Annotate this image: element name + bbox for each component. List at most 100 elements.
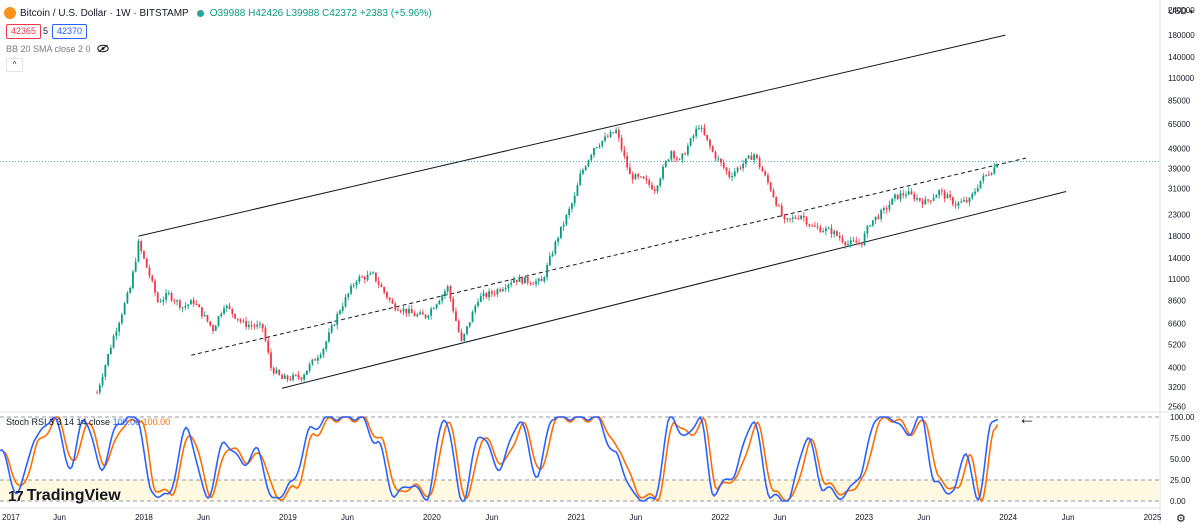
candle [300, 376, 303, 382]
candle-body [352, 285, 355, 287]
candle [212, 324, 214, 335]
candle-body [684, 153, 687, 155]
symbol-legend[interactable]: Bitcoin / U.S. Dollar · 1W · BITSTAMP O3… [4, 6, 432, 20]
candle-body [863, 233, 866, 246]
candle [363, 275, 366, 284]
candle-body [457, 320, 460, 332]
candle-body [543, 277, 546, 282]
currency-selector[interactable]: USD ▾ [1168, 6, 1193, 16]
candle [234, 313, 236, 320]
candle [468, 322, 471, 329]
candle [651, 181, 653, 191]
candle [267, 337, 270, 355]
bid-price-button[interactable]: 42365 [6, 24, 42, 39]
tradingview-logo[interactable]: 17 TradingView [8, 487, 121, 505]
eye-hidden-icon[interactable] [97, 44, 109, 55]
candle [780, 202, 783, 218]
candle-body [858, 242, 860, 244]
candle [187, 303, 190, 310]
candle-body [363, 277, 366, 280]
candle [510, 279, 513, 288]
candle [902, 189, 905, 199]
candle-body [791, 217, 794, 219]
candle [789, 218, 791, 223]
candle [104, 363, 107, 381]
candle-body [526, 276, 529, 283]
candle-body [112, 336, 115, 348]
candle-body [184, 305, 187, 308]
candle [247, 320, 250, 330]
candle-body [490, 291, 493, 294]
time-axis-tick-label: 2021 [567, 513, 585, 522]
candle [863, 230, 866, 246]
collapse-legend-button[interactable]: ^ [6, 58, 23, 72]
stoch-rsi-legend[interactable]: Stoch RSI 3 3 14 14 close 100.00 100.00 [6, 417, 170, 427]
candle-body [902, 193, 905, 196]
candle-body [794, 217, 797, 219]
candle [606, 133, 609, 138]
price-axis-tick-label: 49000 [1168, 145, 1191, 154]
candle-body [206, 315, 209, 322]
candle-body [584, 166, 587, 171]
candle-body [228, 305, 231, 309]
candle [452, 296, 455, 314]
candle-body [236, 318, 239, 320]
candle-body [662, 166, 664, 179]
candle [532, 281, 535, 285]
candle [289, 375, 292, 382]
price-axis-tick-label: 110000 [1168, 74, 1195, 83]
candle [477, 298, 479, 308]
candle-body [736, 167, 739, 172]
candle [918, 197, 921, 203]
candle [460, 328, 463, 342]
candle-body [896, 194, 899, 200]
candle [292, 372, 294, 382]
candle-body [905, 194, 907, 196]
candle-body [278, 369, 281, 375]
candle [573, 192, 576, 207]
candle [929, 200, 932, 205]
candle [849, 236, 852, 248]
candle-body [885, 208, 888, 210]
candle-body [250, 324, 253, 326]
candle-body [104, 365, 107, 377]
candle-body [303, 374, 306, 380]
candle [322, 347, 325, 358]
candle-body [789, 218, 791, 220]
candle [181, 306, 184, 313]
ask-price-button[interactable]: 42370 [52, 24, 88, 39]
candle-body [107, 354, 109, 366]
time-axis-tick-label: 2022 [711, 513, 729, 522]
candle [209, 321, 212, 327]
candle [667, 158, 670, 163]
candle [361, 275, 363, 278]
candle [786, 217, 789, 223]
candle-body [540, 278, 543, 282]
candle [308, 362, 311, 374]
candle [242, 318, 245, 324]
settings-gear-icon[interactable]: ⚙ [1176, 513, 1186, 525]
candle [642, 176, 645, 180]
candle-body [394, 303, 397, 310]
candle [339, 309, 341, 316]
candle [184, 302, 187, 310]
candle [979, 180, 982, 189]
candle-body [615, 130, 617, 134]
candle [350, 283, 352, 295]
candle-body [946, 194, 949, 199]
candle-body [350, 285, 352, 294]
candle [430, 306, 433, 320]
bb-indicator-legend[interactable]: BB 20 SMA close 2 0 [6, 44, 109, 55]
candle [805, 215, 808, 227]
candle [123, 301, 126, 316]
candle [112, 333, 115, 349]
candle [281, 373, 283, 379]
candle-body [209, 321, 212, 326]
candle [330, 321, 333, 335]
candle-body [383, 287, 386, 293]
candle [107, 353, 109, 368]
candle [686, 143, 689, 157]
candle [797, 214, 800, 220]
candle [195, 300, 198, 306]
